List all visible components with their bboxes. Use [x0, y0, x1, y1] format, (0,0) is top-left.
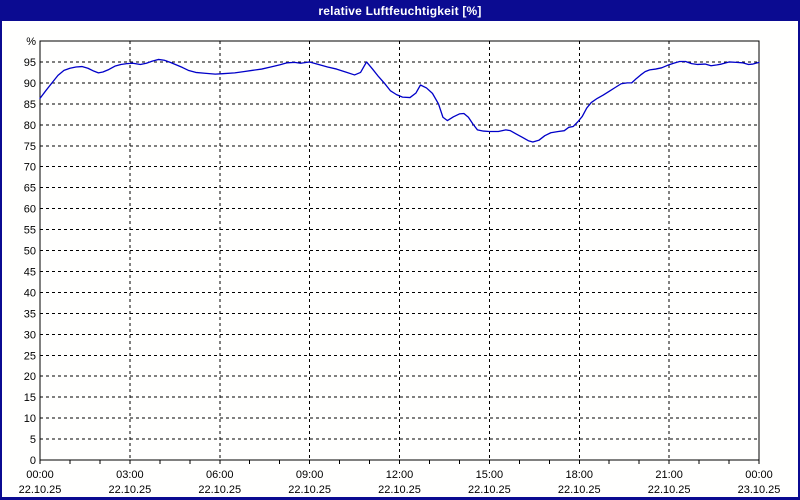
x-tick-time-label: 00:00 [745, 469, 773, 481]
y-axis-unit-label: % [26, 36, 36, 48]
x-tick-time-label: 03:00 [116, 469, 144, 481]
y-tick-label: 35 [24, 308, 36, 320]
series-lines [39, 58, 760, 143]
y-tick-label: 80 [24, 120, 36, 132]
x-tick-time-label: 06:00 [206, 469, 234, 481]
y-tick-label: 50 [24, 246, 36, 258]
y-tick-label: 5 [30, 434, 36, 446]
x-tick-date-label: 22.10.25 [378, 484, 421, 496]
x-axis-minor-ticks [39, 460, 760, 464]
y-tick-label: 10 [24, 413, 36, 425]
x-tick-date-label: 22.10.25 [288, 484, 331, 496]
x-tick-time-label: 12:00 [386, 469, 414, 481]
x-tick-date-label: 22.10.25 [558, 484, 601, 496]
y-tick-label: 85 [24, 99, 36, 111]
window-titlebar[interactable]: relative Luftfeuchtigkeit [%] [0, 0, 800, 21]
x-tick-time-label: 00:00 [26, 469, 54, 481]
y-tick-label: 25 [24, 350, 36, 362]
x-tick-date-label: 22.10.25 [19, 484, 62, 496]
x-tick-date-label: 23.10.25 [738, 484, 781, 496]
y-tick-label: 40 [24, 287, 36, 299]
x-tick-date-label: 22.10.25 [648, 484, 691, 496]
x-tick-time-label: 18:00 [565, 469, 593, 481]
x-tick-date-label: 22.10.25 [198, 484, 241, 496]
x-tick-time-label: 09:00 [296, 469, 324, 481]
x-tick-date-label: 22.10.25 [468, 484, 511, 496]
y-tick-label: 30 [24, 329, 36, 341]
y-axis-labels: 0 5 10 15 20 25 30 35 40 45 50 55 60 65 70 75 80 85 90 95% [24, 36, 36, 467]
y-tick-label: 75 [24, 141, 36, 153]
x-tick-date-label: 22.10.25 [108, 484, 151, 496]
humidity-chart: 05101520253035404550556065707580859095%0… [19, 36, 781, 496]
y-tick-label: 45 [24, 266, 36, 278]
gridlines [40, 41, 759, 460]
y-tick-label: 60 [24, 204, 36, 216]
y-tick-label: 55 [24, 225, 36, 237]
y-tick-label: 70 [24, 162, 36, 174]
x-tick-time-label: 21:00 [655, 469, 683, 481]
chart-canvas: 0 5 10 15 20 25 30 35 40 45 50 55 60 65 70 75 80 85 90 95% 0… [2, 21, 798, 497]
x-axis-labels: 00:00 22.10.25 03:00 22.10.25 06:00 22.10.25 0… [19, 469, 781, 496]
humidity-series-line [39, 58, 760, 143]
y-tick-label: 95 [24, 57, 36, 69]
y-tick-label: 65 [24, 183, 36, 195]
y-tick-label: 0 [30, 455, 36, 467]
window-title: relative Luftfeuchtigkeit [%] [318, 3, 482, 18]
y-tick-label: 15 [24, 392, 36, 404]
x-tick-time-label: 15:00 [476, 469, 504, 481]
y-tick-label: 90 [24, 78, 36, 90]
y-tick-label: 20 [24, 371, 36, 383]
